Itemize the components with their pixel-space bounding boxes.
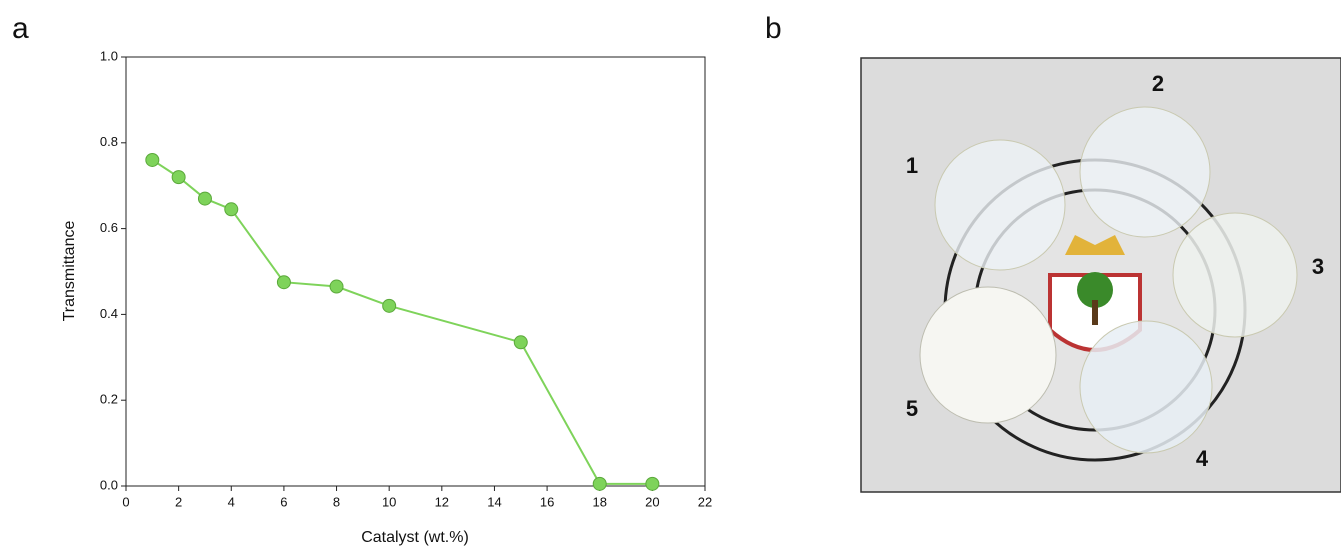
point	[382, 298, 397, 313]
disc	[934, 139, 1066, 271]
plot-frame	[125, 56, 706, 487]
point	[276, 275, 291, 290]
sample-label: 5	[906, 396, 918, 421]
disc	[1079, 320, 1213, 454]
y-tick-label: 0.4	[100, 306, 118, 321]
x-tick-label: 6	[280, 494, 287, 509]
point	[171, 170, 186, 185]
sample-label: 3	[1312, 254, 1324, 279]
point	[197, 191, 212, 206]
y-tick-label: 0.2	[100, 392, 118, 407]
x-tick-label: 4	[228, 494, 235, 509]
disc	[919, 286, 1057, 424]
point	[513, 335, 528, 350]
x-tick-label: 20	[645, 494, 659, 509]
y-tick-label: 0.8	[100, 134, 118, 149]
x-tick-label: 10	[382, 494, 396, 509]
x-tick-label: 14	[487, 494, 501, 509]
seal-trunk	[1092, 300, 1098, 325]
panel-label: b	[765, 12, 782, 45]
x-tick-label: 16	[540, 494, 554, 509]
point	[145, 152, 160, 167]
seal-crown	[1065, 235, 1125, 255]
sample-label: 1	[906, 153, 918, 178]
y-axis-label: Transmittance	[61, 221, 78, 322]
disc	[1172, 212, 1298, 338]
x-tick-label: 2	[175, 494, 182, 509]
x-tick-label: 12	[435, 494, 449, 509]
y-tick-label: 0.0	[100, 477, 118, 492]
y-tick-label: 1.0	[100, 48, 118, 63]
disc	[1079, 106, 1211, 238]
x-tick-label: 22	[698, 494, 712, 509]
seal-tree	[1077, 272, 1113, 308]
x-axis-label: Catalyst (wt.%)	[361, 529, 469, 546]
point	[329, 279, 344, 294]
panel-label: a	[12, 12, 29, 45]
x-tick-label: 8	[333, 494, 340, 509]
x-tick-label: 18	[592, 494, 606, 509]
point	[592, 476, 607, 491]
point	[224, 202, 239, 217]
y-tick-label: 0.6	[100, 220, 118, 235]
photo	[860, 57, 1341, 493]
series-line	[151, 159, 653, 485]
x-tick-label: 0	[122, 494, 129, 509]
point	[645, 476, 660, 491]
sample-label: 4	[1196, 446, 1209, 471]
sample-label: 2	[1152, 71, 1164, 96]
